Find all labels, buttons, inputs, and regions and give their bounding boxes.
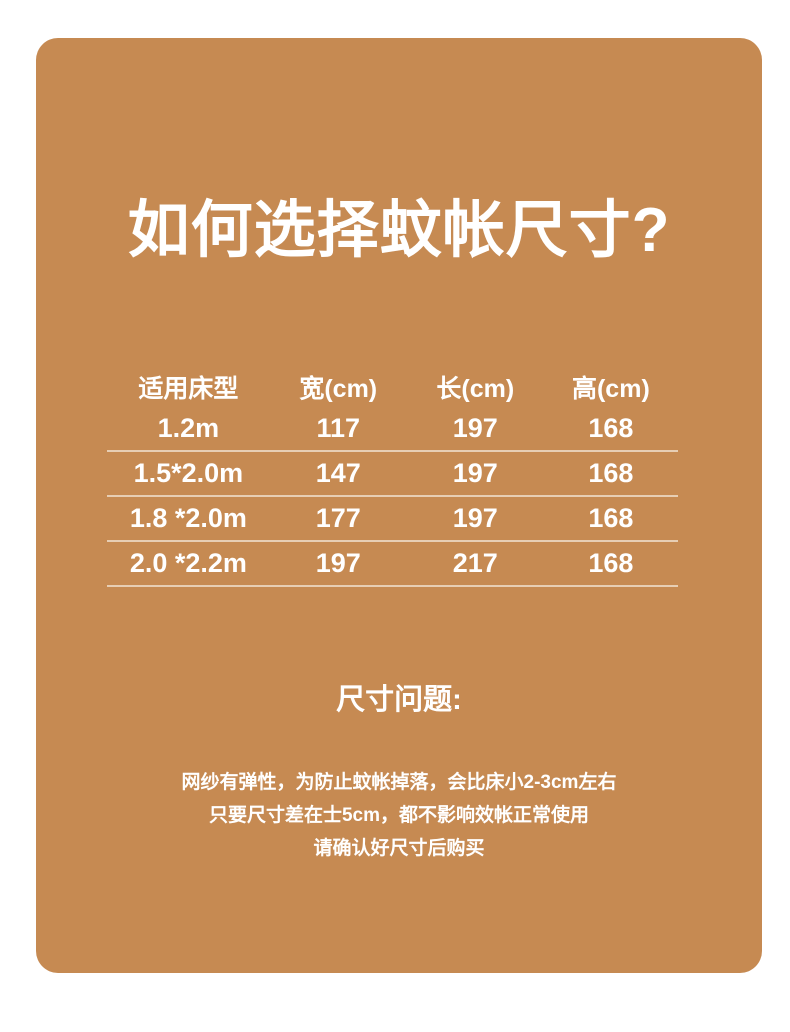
row-divider bbox=[107, 495, 678, 497]
cell-length: 197 bbox=[452, 413, 498, 443]
table-row: 1.5*2.0m 147 197 168 bbox=[107, 452, 678, 495]
cell-height: 168 bbox=[588, 503, 634, 533]
row-divider bbox=[107, 585, 678, 587]
table-header-row: 适用床型 宽(cm) 长(cm) 高(cm) bbox=[107, 367, 678, 407]
note-line: 请确认好尺寸后购买 bbox=[313, 838, 485, 859]
note-line: 只要尺寸差在士5cm，都不影响效帐正常使用 bbox=[208, 805, 590, 826]
size-guide-panel: 如何选择蚊帐尺寸? 适用床型 宽(cm) 长(cm) 高(cm) 1.2m 11… bbox=[36, 38, 762, 973]
column-header-bed-type: 适用床型 bbox=[138, 375, 239, 403]
cell-bed-type: 1.5*2.0m bbox=[133, 458, 244, 488]
row-divider bbox=[107, 540, 678, 542]
cell-length: 197 bbox=[452, 458, 498, 488]
cell-width: 177 bbox=[315, 503, 361, 533]
cell-width: 147 bbox=[315, 458, 361, 488]
cell-width: 197 bbox=[315, 548, 361, 578]
cell-height: 168 bbox=[588, 413, 634, 443]
cell-length: 217 bbox=[452, 548, 498, 578]
row-divider bbox=[107, 450, 678, 452]
size-spec-table: 适用床型 宽(cm) 长(cm) 高(cm) 1.2m 117 197 168 … bbox=[107, 367, 678, 587]
table-row: 2.0 *2.2m 197 217 168 bbox=[107, 542, 678, 585]
cell-bed-type: 1.8 *2.0m bbox=[129, 503, 247, 533]
cell-height: 168 bbox=[588, 458, 634, 488]
table-row: 1.8 *2.0m 177 197 168 bbox=[107, 497, 678, 540]
note-line: 网纱有弹性，为防止蚊帐掉落，会比床小2-3cm左右 bbox=[181, 772, 617, 793]
cell-length: 197 bbox=[452, 503, 498, 533]
column-header-height: 高(cm) bbox=[571, 375, 650, 403]
cell-bed-type: 1.2m bbox=[157, 413, 220, 443]
column-header-length: 长(cm) bbox=[436, 375, 515, 403]
size-notes: 网纱有弹性，为防止蚊帐掉落，会比床小2-3cm左右 只要尺寸差在士5cm，都不影… bbox=[36, 766, 762, 865]
column-header-width: 宽(cm) bbox=[299, 375, 378, 403]
cell-bed-type: 2.0 *2.2m bbox=[129, 548, 247, 578]
cell-width: 117 bbox=[316, 413, 361, 443]
cell-height: 168 bbox=[588, 548, 634, 578]
size-question-heading: 尺寸问题: bbox=[336, 684, 462, 716]
table-row: 1.2m 117 197 168 bbox=[107, 407, 678, 450]
page-title: 如何选择蚊帐尺寸? bbox=[127, 196, 671, 265]
